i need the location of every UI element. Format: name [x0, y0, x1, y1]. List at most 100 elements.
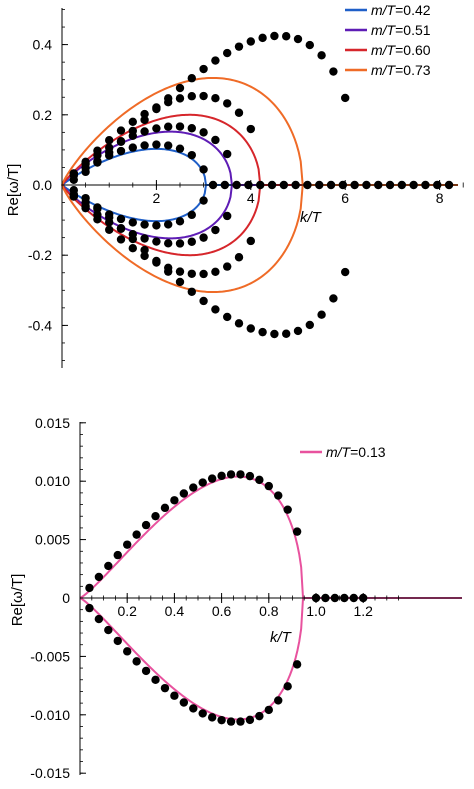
- y-tick-label: -0.2: [28, 247, 52, 263]
- data-point: [292, 660, 302, 669]
- data-point: [152, 221, 161, 230]
- x-tick-label: 8: [436, 190, 444, 206]
- data-point: [305, 320, 314, 330]
- data-point: [198, 709, 207, 718]
- data-point: [140, 220, 149, 229]
- data-point: [264, 705, 273, 715]
- data-point: [329, 294, 338, 303]
- data-point: [226, 717, 236, 726]
- data-point: [199, 233, 208, 242]
- data-point: [164, 239, 173, 248]
- y-tick-label: 0.010: [35, 473, 70, 489]
- data-point: [341, 267, 350, 277]
- data-point: [104, 561, 113, 571]
- data-point: [113, 550, 122, 560]
- data-point: [170, 496, 179, 505]
- data-point: [292, 527, 302, 536]
- data-point: [93, 215, 102, 224]
- bottom-chart-dots: [85, 470, 368, 726]
- top-chart-legend: m/T=0.42m/T=0.51m/T=0.60m/T=0.73: [345, 2, 431, 78]
- bottom-chart-axes: 0.2 0.4 0.6 0.8 1.0 1.2 0.015 0.010 0.005 0 -0.005…: [30, 415, 462, 781]
- data-point: [175, 217, 185, 226]
- data-point: [116, 137, 126, 147]
- legend-label-variable: m/T: [326, 444, 352, 460]
- data-point: [141, 520, 151, 530]
- data-point: [258, 327, 267, 337]
- data-point: [140, 245, 149, 255]
- data-point: [179, 489, 189, 498]
- data-point: [128, 244, 137, 253]
- data-point: [81, 203, 90, 213]
- data-point: [123, 540, 132, 549]
- data-point: [217, 471, 226, 481]
- data-point: [234, 253, 244, 262]
- data-point: [93, 158, 102, 167]
- data-point: [151, 511, 160, 521]
- data-point: [329, 67, 338, 76]
- x-tick-label: 0.4: [165, 603, 185, 619]
- data-point: [81, 193, 90, 203]
- legend-label-variable: m/T: [371, 62, 397, 78]
- data-point: [85, 603, 94, 613]
- x-tick-label: 4: [247, 190, 255, 206]
- data-point: [132, 657, 141, 666]
- data-point: [128, 117, 137, 127]
- data-point: [164, 122, 173, 131]
- y-tick-label: 0: [62, 590, 70, 606]
- data-point: [246, 37, 255, 46]
- data-point: [140, 234, 149, 243]
- data-point: [128, 143, 137, 152]
- y-tick-label: -0.015: [30, 765, 70, 781]
- legend-label-1: m/T=0.13: [326, 444, 386, 460]
- data-point: [85, 583, 94, 593]
- data-point: [198, 478, 207, 487]
- data-point: [69, 175, 79, 185]
- data-point: [116, 126, 126, 135]
- data-point: [199, 296, 208, 306]
- y-tick-label: -0.005: [30, 648, 70, 664]
- data-point: [152, 140, 161, 149]
- data-point: [116, 235, 126, 244]
- data-point: [274, 696, 283, 705]
- data-point: [175, 277, 185, 287]
- data-point: [207, 713, 217, 722]
- data-point: [217, 715, 226, 725]
- data-point: [270, 31, 279, 41]
- data-point: [140, 127, 149, 136]
- data-point: [152, 104, 161, 114]
- x-tick-label: 6: [341, 190, 349, 206]
- data-point: [69, 192, 79, 201]
- data-point: [105, 213, 114, 222]
- legend-label-value: =0.42: [395, 2, 431, 18]
- data-point: [140, 115, 149, 125]
- legend-label-value: =0.60: [395, 42, 431, 58]
- data-point: [189, 483, 198, 492]
- data-point: [140, 109, 149, 119]
- data-point: [223, 211, 232, 221]
- bottom-chart: 0.2 0.4 0.6 0.8 1.0 1.2 0.015 0.010 0.005 0 -0.005…: [9, 415, 462, 781]
- data-point: [293, 34, 303, 44]
- data-point: [199, 269, 208, 279]
- legend-label-4: m/T=0.73: [371, 62, 431, 78]
- data-point: [175, 267, 185, 276]
- data-point: [211, 267, 220, 276]
- data-point: [113, 636, 122, 646]
- data-point: [317, 51, 326, 60]
- data-point: [246, 236, 255, 246]
- data-point: [270, 329, 279, 339]
- x-tick-label: 1.2: [353, 603, 373, 619]
- data-point: [152, 237, 161, 246]
- legend-label-variable: m/T: [371, 42, 397, 58]
- y-tick-label: -0.010: [30, 707, 70, 723]
- data-point: [223, 262, 232, 271]
- data-point: [128, 218, 137, 227]
- data-point: [246, 124, 255, 134]
- top-chart-ylabel: Re[ω/T]: [5, 164, 22, 217]
- data-point: [283, 505, 292, 514]
- data-point: [211, 305, 220, 314]
- legend-label-value: =0.13: [350, 444, 386, 460]
- data-point: [258, 33, 267, 43]
- data-point: [199, 196, 208, 205]
- data-point: [199, 165, 208, 174]
